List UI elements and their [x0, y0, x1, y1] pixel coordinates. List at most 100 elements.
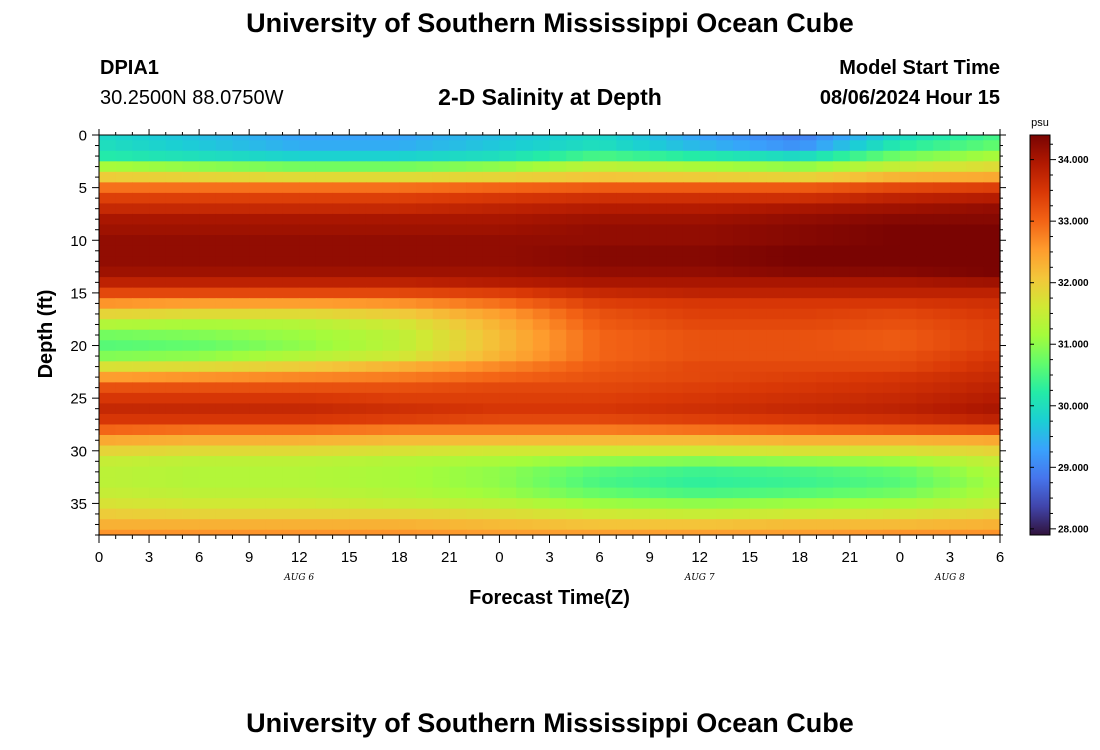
heatmap-cell [416, 508, 434, 520]
heatmap-cell [165, 371, 184, 383]
x-tick-label: 21 [841, 549, 858, 566]
heatmap-cell [365, 224, 384, 236]
heatmap-cell [382, 235, 400, 247]
heatmap-cell [516, 456, 534, 468]
heatmap-cell [616, 329, 634, 341]
heatmap-cell [899, 519, 918, 531]
heatmap-cell [315, 350, 334, 362]
heatmap-cell [399, 256, 417, 268]
heatmap-cell [783, 508, 801, 520]
heatmap-cell [949, 519, 968, 531]
heatmap-cell [365, 477, 384, 489]
heatmap-cell [883, 371, 901, 383]
heatmap-cell [182, 140, 200, 152]
heatmap-cell [749, 435, 768, 447]
heatmap-cell [432, 413, 450, 426]
heatmap-cell [165, 382, 184, 394]
heatmap-cell [466, 245, 484, 257]
heatmap-cell [132, 498, 150, 510]
heatmap-cell [716, 135, 734, 141]
heatmap-cell [482, 277, 501, 289]
heatmap-cell [682, 403, 701, 415]
heatmap-cell [816, 361, 834, 373]
heatmap-cell [899, 498, 918, 510]
heatmap-cell [966, 287, 984, 299]
heatmap-cell [632, 413, 651, 426]
heatmap-cell [466, 371, 484, 383]
heatmap-cell [182, 435, 200, 447]
heatmap-cell [382, 213, 400, 226]
x-tick-label: 12 [691, 549, 708, 566]
heatmap-cell [332, 308, 350, 320]
heatmap-cell [816, 340, 834, 352]
heatmap-cell [549, 519, 567, 531]
heatmap-cell [416, 361, 434, 373]
heatmap-cell [299, 182, 317, 194]
heatmap-cell [833, 224, 851, 236]
heatmap-cell [449, 256, 467, 268]
heatmap-cell [716, 140, 734, 152]
heatmap-cell [182, 508, 200, 520]
heatmap-cell [215, 298, 234, 310]
heatmap-cell [699, 466, 717, 478]
heatmap-cell [566, 361, 584, 373]
heatmap-cell [682, 213, 701, 226]
heatmap-cell [816, 477, 834, 489]
heatmap-cell [666, 266, 684, 278]
heatmap-cell [282, 319, 300, 331]
page-title: University of Southern Mississippi Ocean… [246, 8, 854, 38]
heatmap-cell [816, 298, 834, 310]
heatmap-cell [549, 245, 567, 257]
heatmap-cell [532, 245, 551, 257]
heatmap-cell [649, 256, 667, 268]
y-tick-label: 0 [79, 128, 87, 145]
heatmap-cell [866, 245, 884, 257]
heatmap-cell [399, 350, 417, 362]
heatmap-cell [983, 466, 1001, 478]
heatmap-cell [933, 192, 951, 205]
heatmap-cell [682, 477, 701, 489]
heatmap-cell [282, 413, 300, 426]
heatmap-cell [666, 508, 684, 520]
heatmap-cell [966, 340, 984, 352]
heatmap-cell [983, 235, 1001, 247]
heatmap-cell [766, 135, 784, 141]
heatmap-cell [833, 213, 851, 226]
heatmap-cell [516, 392, 534, 405]
heatmap-cell [466, 361, 484, 373]
heatmap-cell [349, 519, 367, 531]
heatmap-cell [799, 361, 818, 373]
x-tick-label: 18 [391, 549, 408, 566]
heatmap-cell [215, 287, 234, 299]
heatmap-cell [599, 350, 617, 362]
heatmap-cell [315, 266, 334, 278]
heatmap-cell [482, 498, 501, 510]
heatmap-cell [699, 392, 717, 405]
heatmap-cell [416, 498, 434, 510]
heatmap-cell [833, 340, 851, 352]
heatmap-cell [749, 171, 768, 183]
heatmap-cell [399, 213, 417, 226]
heatmap-cell [99, 445, 117, 457]
heatmap-cell [866, 298, 884, 310]
heatmap-cell [449, 266, 467, 278]
heatmap-cell [816, 182, 834, 194]
heatmap-cell [315, 519, 334, 531]
heatmap-cell [132, 424, 150, 436]
heatmap-cell [783, 192, 801, 205]
heatmap-cell [165, 308, 184, 320]
heatmap-cell [816, 140, 834, 152]
heatmap-cell [499, 182, 517, 194]
heatmap-cell [349, 192, 367, 205]
heatmap-cell [733, 298, 751, 310]
heatmap-cell [449, 519, 467, 531]
heatmap-cell [933, 287, 951, 299]
heatmap-cell [232, 529, 250, 536]
heatmap-cell [282, 445, 300, 457]
heatmap-cell [99, 308, 117, 320]
heatmap-cell [332, 392, 350, 405]
heatmap-cell [516, 192, 534, 205]
heatmap-cell [666, 350, 684, 362]
heatmap-cell [399, 371, 417, 383]
heatmap-cell [466, 277, 484, 289]
